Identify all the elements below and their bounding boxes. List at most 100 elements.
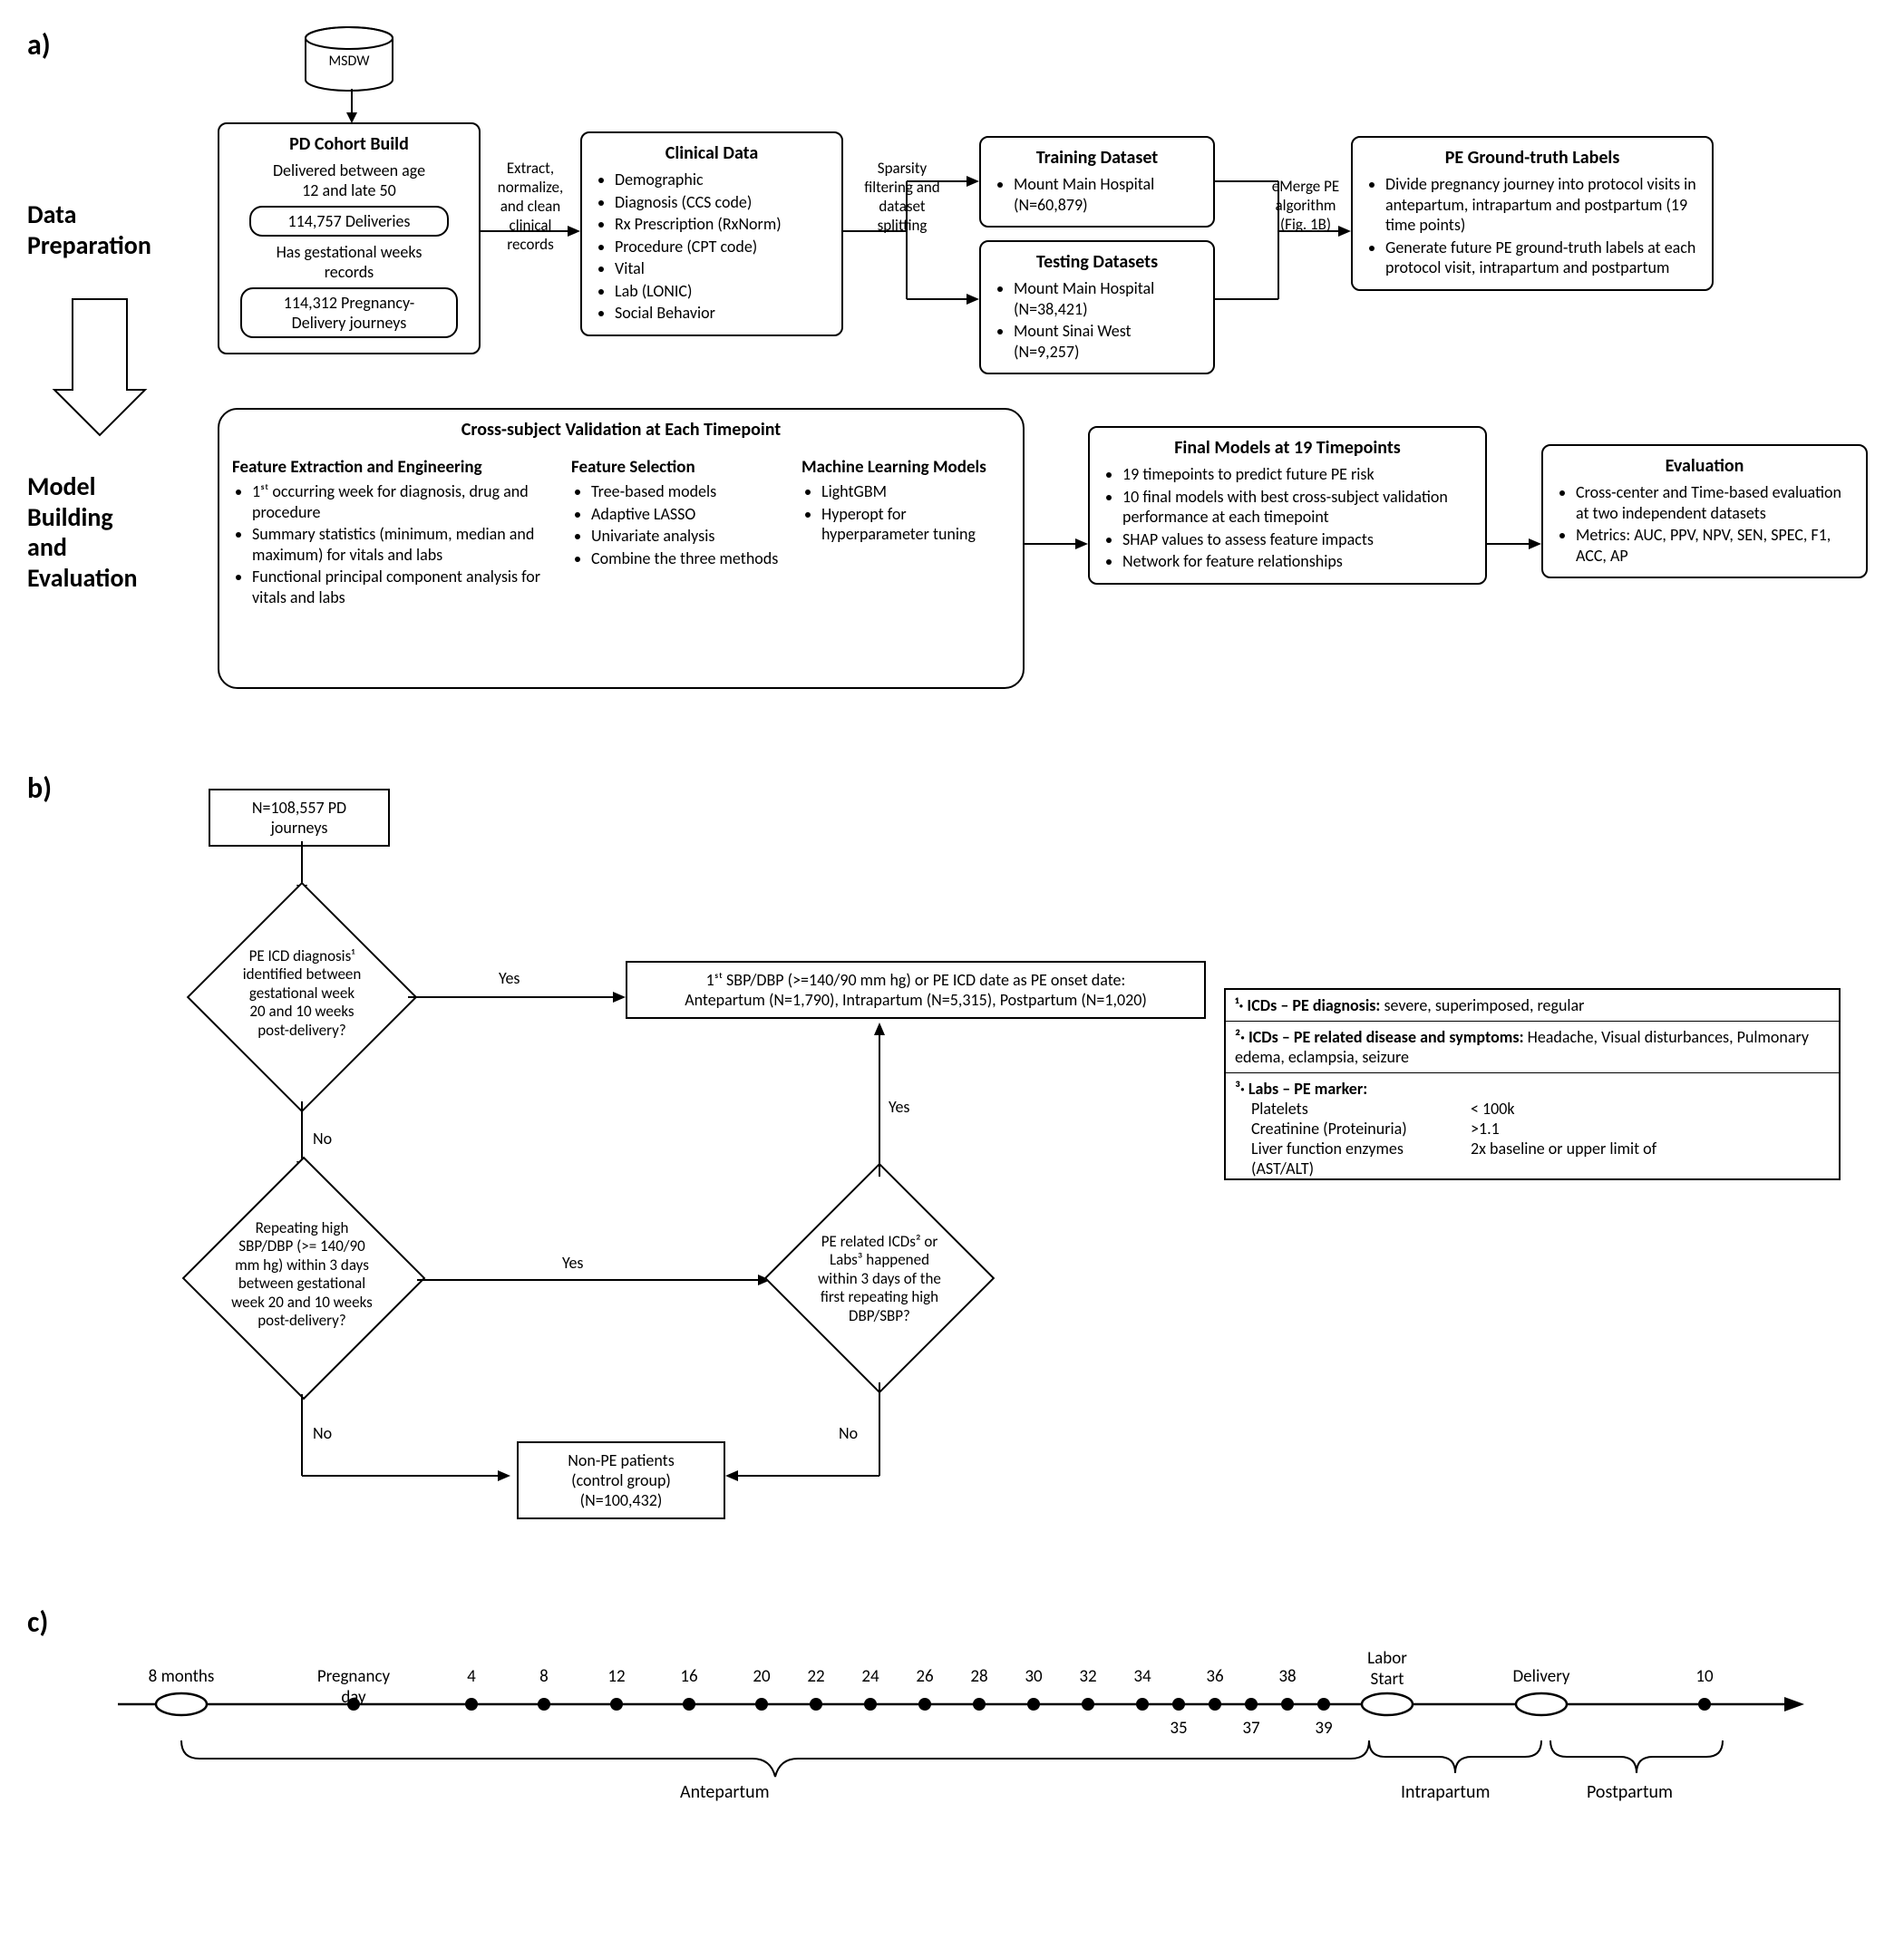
brace-intra [1369,1740,1541,1786]
arrow2-label: Sparsity filtering and dataset splitting [848,159,957,235]
d2-no: No [313,1423,332,1443]
pd-pill1: 114,757 Deliveries [249,206,449,237]
list-item: Cross-center and Time-based evaluation a… [1576,482,1853,523]
list-item: SHAP values to assess feature impacts [1122,529,1472,550]
testing-datasets-box: Testing Datasets Mount Main Hospital (N=… [979,240,1215,374]
brace-ante [181,1740,1369,1786]
evaluation-list: Cross-center and Time-based evaluation a… [1556,482,1853,566]
ml-models-title: Machine Learning Models [801,457,1001,478]
pd-cohort-box: PD Cohort Build Delivered between age 12… [218,122,481,354]
pd-cohort-title: PD Cohort Build [232,133,466,155]
evaluation-box: Evaluation Cross-center and Time-based e… [1541,444,1868,578]
cross-subject-title: Cross-subject Validation at Each Timepoi… [232,419,1010,441]
arrow-msdw-pd [343,89,361,123]
feat-extract-title: Feature Extraction and Engineering [232,457,559,478]
list-item: 1ˢᵗ occurring week for diagnosis, drug a… [252,481,559,522]
feat-select-title: Feature Selection [571,457,789,478]
list-item: Univariate analysis [591,526,789,547]
data-prep-label: Data Preparation [27,199,190,260]
list-item: 10 final models with best cross-subject … [1122,487,1472,528]
list-item: Functional principal component analysis … [252,567,559,607]
list-item: Mount Main Hospital (N=60,879) [1014,174,1200,215]
list-item: Hyperopt for hyperparameter tuning [821,504,1001,545]
arrow-d2-no [293,1394,510,1503]
d1-no: No [313,1129,332,1149]
panel-c-label: c) [27,1605,48,1640]
cross-subject-box: Cross-subject Validation at Each Timepoi… [218,408,1025,689]
arrow3 [1215,145,1351,326]
testing-list: Mount Main Hospital (N=38,421)Mount Sina… [994,278,1200,362]
list-item: Summary statistics (minimum, median and … [252,524,559,565]
ground-truth-list: Divide pregnancy journey into protocol v… [1365,174,1699,278]
panel-b-label: b) [27,771,52,806]
clinical-data-list: DemographicDiagnosis (CCS code)Rx Prescr… [595,170,829,324]
list-item: Network for feature relationships [1122,551,1472,572]
arrow-d3-yes [870,1023,889,1177]
list-item: Combine the three methods [591,548,789,569]
pd-line1: Delivered between age 12 and late 50 [232,160,466,200]
legend-table: ¹· ICDs – PE diagnosis: severe, superimp… [1224,988,1841,1180]
final-models-box: Final Models at 19 Timepoints 19 timepoi… [1088,426,1487,585]
timeline-point-label: 8 months [136,1666,227,1687]
lab-row: Platelets< 100k [1235,1099,1830,1119]
list-item: Mount Sinai West (N=9,257) [1014,321,1200,362]
lab-row: Creatinine (Proteinuria)>1.1 [1235,1119,1830,1139]
final-models-title: Final Models at 19 Timepoints [1103,437,1472,459]
msdw-label: MSDW [299,53,399,70]
timeline-point-label: Pregnancy day [308,1666,399,1708]
brace-post [1550,1740,1723,1786]
d2-text: Repeating high SBP/DBP (>= 140/90 mm hg)… [202,1219,402,1330]
list-item: Tree-based models [591,481,789,502]
lab-row: Liver function enzymes (AST/ALT)2x basel… [1235,1139,1830,1178]
feat-extract-list: 1ˢᵗ occurring week for diagnosis, drug a… [232,481,559,607]
intra-label: Intrapartum [1401,1781,1490,1803]
d3-text: PE related ICDs² or Labs³ happened withi… [780,1233,979,1325]
ante-label: Antepartum [680,1781,770,1803]
testing-title: Testing Datasets [994,251,1200,273]
list-item: 19 timepoints to predict future PE risk [1122,464,1472,485]
list-item: Metrics: AUC, PPV, NPV, SEN, SPEC, F1, A… [1576,525,1853,566]
evaluation-title: Evaluation [1556,455,1853,477]
list-item: LightGBM [821,481,1001,502]
model-build-label: Model Building and Evaluation [27,471,190,593]
nonpe-box: Non-PE patients (control group) (N=100,4… [517,1441,725,1519]
final-models-list: 19 timepoints to predict future PE risk1… [1103,464,1472,572]
arrow-d3-no [725,1382,907,1500]
ground-truth-box: PE Ground-truth Labels Divide pregnancy … [1351,136,1714,291]
arrow-cross-final [1025,535,1088,553]
d2-yes: Yes [562,1253,583,1273]
section-arrow [54,299,145,444]
onset-box: 1ˢᵗ SBP/DBP (>=140/90 mm hg) or PE ICD d… [626,961,1206,1019]
list-item: Demographic [615,170,829,190]
panel-a-label: a) [27,27,51,63]
feat-select-list: Tree-based modelsAdaptive LASSOUnivariat… [571,481,789,568]
arrow3-label: eMerge PE algorithm (Fig. 1B) [1260,177,1351,234]
list-item: Mount Main Hospital (N=38,421) [1014,278,1200,319]
list-item: Adaptive LASSO [591,504,789,525]
training-list: Mount Main Hospital (N=60,879) [994,174,1200,215]
pd-line2: Has gestational weeks records [232,242,466,282]
list-item: Vital [615,258,829,279]
arrow-final-eval [1487,535,1541,553]
ml-models-list: LightGBMHyperopt for hyperparameter tuni… [801,481,1001,545]
clinical-data-box: Clinical Data DemographicDiagnosis (CCS … [580,131,843,336]
arrow-d2-yes [417,1271,771,1289]
timeline-point-label: 39 [1278,1718,1369,1739]
training-title: Training Dataset [994,147,1200,169]
list-item: Lab (LONIC) [615,281,829,302]
pd-pill2: 114,312 Pregnancy- Delivery journeys [240,287,458,338]
b-start: N=108,557 PD journeys [209,789,390,847]
list-item: Diagnosis (CCS code) [615,192,829,213]
arrow-d1-yes [408,988,626,1006]
legend-row3: ³· Labs – PE marker: Platelets< 100kCrea… [1226,1073,1839,1178]
legend-row1: ¹· ICDs – PE diagnosis: severe, superimp… [1226,990,1839,1022]
timeline-point-label: Labor Start [1342,1648,1433,1690]
timeline-point-label: 10 [1659,1666,1750,1687]
list-item: Social Behavior [615,303,829,324]
ground-truth-title: PE Ground-truth Labels [1365,147,1699,169]
d1-yes: Yes [499,968,520,988]
training-dataset-box: Training Dataset Mount Main Hospital (N=… [979,136,1215,228]
legend-row2: ²· ICDs – PE related disease and symptom… [1226,1022,1839,1073]
clinical-data-title: Clinical Data [595,142,829,164]
list-item: Procedure (CPT code) [615,237,829,257]
